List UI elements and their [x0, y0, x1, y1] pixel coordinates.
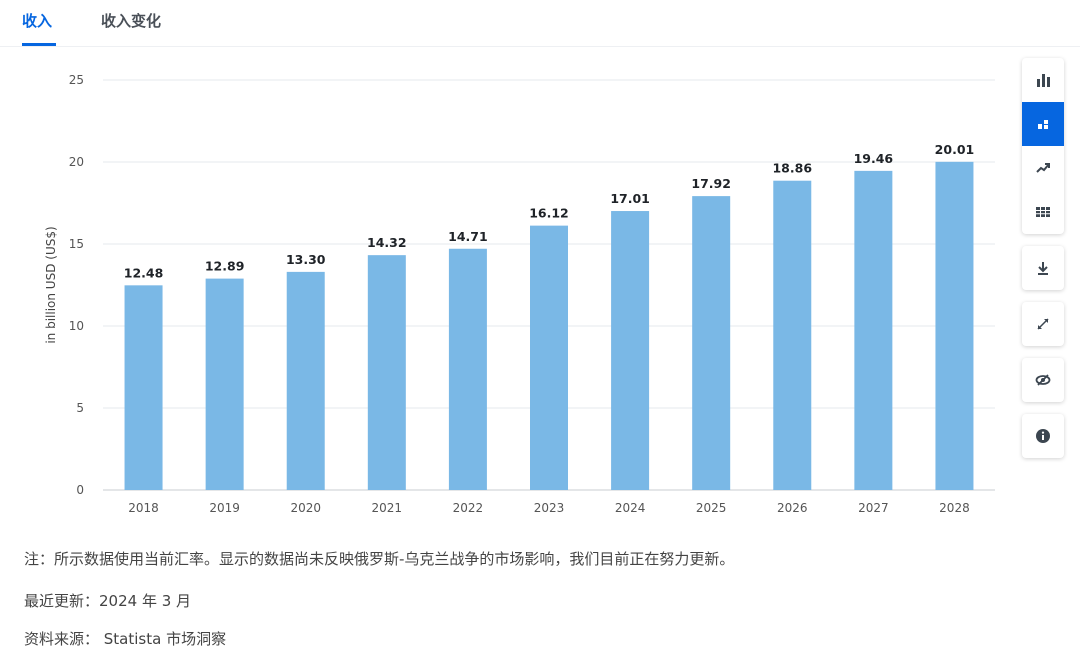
bar [367, 255, 406, 490]
bar [611, 211, 650, 490]
bar [530, 225, 568, 490]
y-tick-label: 10 [69, 319, 84, 333]
tab-revenue-change[interactable]: 收入变化 [101, 12, 162, 30]
download-icon [1038, 262, 1048, 275]
tab-revenue[interactable]: 收入 [22, 12, 53, 30]
trend-button[interactable] [1022, 146, 1064, 190]
y-tick-label: 25 [69, 73, 84, 87]
x-tick-label: 2027 [858, 501, 889, 515]
data-label: 18.86 [772, 161, 812, 176]
fullscreen-button[interactable] [1022, 302, 1064, 346]
table-button[interactable] [1022, 190, 1064, 234]
hide-button[interactable] [1022, 358, 1064, 402]
data-label: 17.01 [610, 191, 650, 206]
chart-note: 注：所示数据使用当前汇率。显示的数据尚未反映俄罗斯-乌克兰战争的市场影响，我们目… [24, 550, 735, 568]
download-group [1022, 246, 1064, 290]
fullscreen-group [1022, 302, 1064, 346]
trend-icon [1036, 163, 1050, 173]
bar [854, 170, 893, 490]
data-label: 19.46 [854, 151, 894, 166]
active-tab-indicator [22, 43, 56, 46]
x-tick-label: 2019 [209, 501, 240, 515]
download-button[interactable] [1022, 246, 1064, 290]
y-tick-label: 5 [76, 401, 84, 415]
x-tick-label: 2028 [939, 501, 970, 515]
bar [448, 248, 487, 490]
x-tick-label: 2025 [696, 501, 727, 515]
bar-chart-button[interactable] [1022, 58, 1064, 102]
data-label: 13.30 [286, 252, 326, 267]
table-icon [1036, 207, 1050, 217]
y-axis-label: in billion USD (US$) [44, 226, 58, 343]
bar [205, 278, 244, 490]
x-tick-label: 2022 [453, 501, 484, 515]
info-button[interactable] [1022, 414, 1064, 458]
x-tick-label: 2018 [128, 501, 159, 515]
bar [692, 196, 731, 490]
fullscreen-icon [1037, 318, 1049, 330]
stacked-bar-icon [1038, 120, 1048, 129]
stacked-bar-button[interactable] [1022, 102, 1064, 146]
x-tick-label: 2026 [777, 501, 808, 515]
data-label: 14.71 [448, 229, 488, 244]
data-label: 12.89 [205, 259, 245, 274]
data-label: 16.12 [529, 206, 569, 221]
tab-bar: 收入 收入变化 [0, 0, 1080, 47]
data-label: 12.48 [124, 265, 164, 280]
x-tick-label: 2024 [615, 501, 646, 515]
info-group [1022, 414, 1064, 458]
last-updated: 最近更新：2024 年 3 月 [24, 592, 192, 610]
data-label: 14.32 [367, 235, 407, 250]
y-tick-label: 0 [76, 483, 84, 497]
data-label: 17.92 [691, 176, 731, 191]
hide-group [1022, 358, 1064, 402]
chart-toolbar [1022, 58, 1064, 470]
bar [773, 180, 812, 491]
y-tick-label: 20 [69, 155, 84, 169]
data-source: 资料来源： Statista 市场洞察 [24, 630, 227, 648]
y-tick-label: 15 [69, 237, 84, 251]
bar [124, 285, 163, 490]
chart-type-group [1022, 58, 1064, 234]
bar [286, 271, 325, 490]
x-tick-label: 2020 [290, 501, 321, 515]
info-icon [1036, 429, 1050, 443]
data-label: 20.01 [935, 142, 975, 157]
bar-chart-icon [1037, 74, 1050, 87]
x-tick-label: 2021 [372, 501, 403, 515]
x-tick-label: 2023 [534, 501, 565, 515]
hide-icon [1035, 374, 1051, 386]
bar [935, 161, 974, 490]
